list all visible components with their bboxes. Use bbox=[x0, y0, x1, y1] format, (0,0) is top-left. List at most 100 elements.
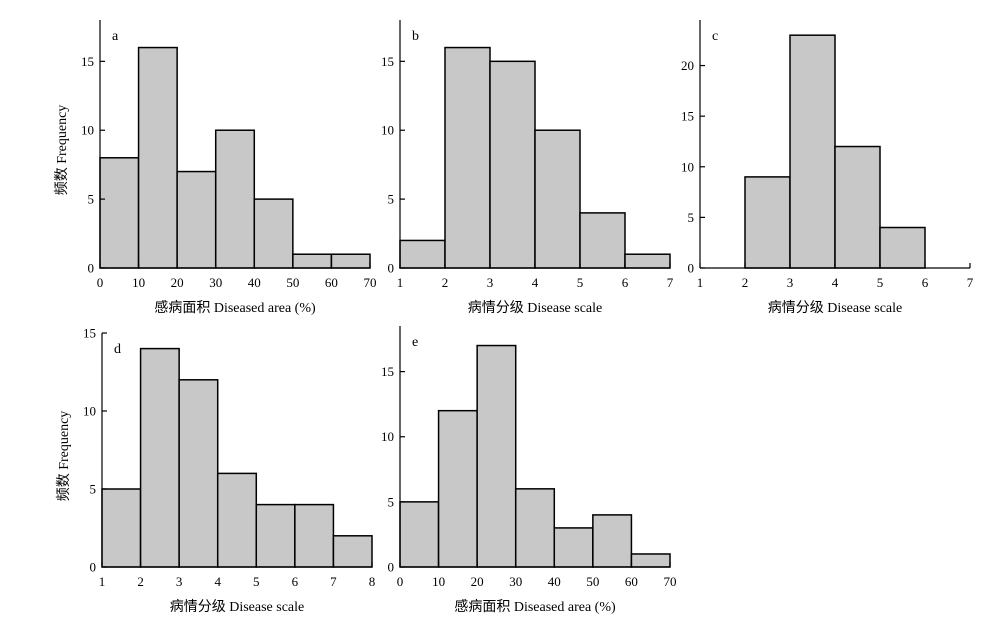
bar bbox=[253, 198, 294, 269]
y-tick-label: 0 bbox=[388, 261, 395, 276]
x-axis-title: 感病面积 Diseased area (%) bbox=[454, 598, 616, 615]
bar bbox=[444, 46, 491, 269]
x-tick-label: 50 bbox=[586, 574, 599, 589]
y-tick-label: 5 bbox=[688, 210, 695, 225]
x-tick-label: 7 bbox=[967, 275, 974, 290]
y-tick-label: 10 bbox=[681, 159, 694, 174]
x-tick-label: 4 bbox=[832, 275, 839, 290]
bar bbox=[399, 501, 440, 568]
y-tick-label: 5 bbox=[388, 192, 395, 207]
bar bbox=[534, 129, 581, 269]
x-tick-label: 50 bbox=[286, 275, 299, 290]
panel-c: 1 2 3 4 5 6 7 0 5 10 15 20 c 病情分级 Disease scale bbox=[681, 20, 974, 316]
x-tick-label: 5 bbox=[877, 275, 884, 290]
y-tick-label: 10 bbox=[83, 404, 96, 419]
x-tick-label: 10 bbox=[432, 574, 445, 589]
x-tick-label: 3 bbox=[787, 275, 794, 290]
bar bbox=[579, 212, 626, 269]
y-tick-label: 0 bbox=[688, 261, 695, 276]
y-tick-label: 15 bbox=[681, 109, 694, 124]
y-axis-title: 频数 Frequency bbox=[56, 411, 72, 502]
x-tick-label: 70 bbox=[664, 574, 677, 589]
x-tick-label: 5 bbox=[577, 275, 584, 290]
y-tick-label: 15 bbox=[83, 326, 96, 341]
y-tick-label: 5 bbox=[88, 192, 95, 207]
x-tick-label: 4 bbox=[214, 574, 221, 589]
x-tick-label: 0 bbox=[397, 574, 404, 589]
bar bbox=[630, 553, 671, 568]
x-tick-label: 5 bbox=[253, 574, 260, 589]
y-tick-label: 0 bbox=[88, 261, 95, 276]
x-tick-label: 1 bbox=[99, 574, 106, 589]
x-tick-label: 40 bbox=[248, 275, 261, 290]
x-tick-label: 3 bbox=[176, 574, 183, 589]
bar bbox=[292, 253, 333, 269]
bar bbox=[624, 253, 671, 269]
bar bbox=[592, 514, 633, 568]
y-tick-label: 0 bbox=[388, 560, 395, 575]
y-tick-label: 15 bbox=[381, 364, 394, 379]
x-tick-label: 1 bbox=[397, 275, 404, 290]
bar bbox=[176, 170, 217, 269]
x-tick-label: 6 bbox=[292, 574, 299, 589]
x-tick-label: 70 bbox=[364, 275, 377, 290]
x-axis-title: 病情分级 Disease scale bbox=[170, 599, 305, 615]
x-tick-label: 10 bbox=[132, 275, 145, 290]
x-tick-label: 20 bbox=[471, 574, 484, 589]
bar bbox=[214, 129, 256, 269]
x-tick-label: 7 bbox=[667, 275, 674, 290]
panel-letter: e bbox=[412, 335, 418, 350]
x-tick-label: 60 bbox=[325, 275, 338, 290]
bar bbox=[294, 503, 335, 568]
panel-letter: a bbox=[112, 29, 119, 44]
bar bbox=[137, 46, 178, 269]
x-tick-label: 6 bbox=[622, 275, 629, 290]
bar bbox=[399, 239, 446, 269]
y-tick-label: 5 bbox=[90, 482, 97, 497]
panel-letter: b bbox=[412, 29, 419, 44]
bar bbox=[255, 503, 296, 568]
y-tick-label: 15 bbox=[81, 54, 94, 69]
y-tick-label: 15 bbox=[381, 54, 394, 69]
x-tick-label: 4 bbox=[532, 275, 539, 290]
bar bbox=[514, 488, 556, 568]
bar bbox=[553, 527, 594, 568]
x-tick-label: 30 bbox=[509, 574, 522, 589]
bar bbox=[744, 176, 791, 269]
panel-d: 1 2 3 4 5 6 7 8 0 5 10 15 d 病情分级 Disease scale 频数 Freq… bbox=[56, 326, 375, 616]
panel-letter: c bbox=[712, 29, 718, 44]
bar bbox=[330, 253, 371, 269]
bar bbox=[178, 379, 219, 568]
y-tick-label: 5 bbox=[388, 494, 395, 509]
x-tick-label: 20 bbox=[171, 275, 184, 290]
x-tick-label: 40 bbox=[548, 574, 561, 589]
bar bbox=[437, 409, 478, 568]
x-tick-label: 2 bbox=[742, 275, 749, 290]
bar bbox=[789, 34, 836, 269]
x-tick-label: 0 bbox=[97, 275, 104, 290]
y-tick-label: 20 bbox=[681, 58, 694, 73]
panel-e: 0 10 20 30 40 50 60 70 0 5 10 15 e 感病面积 Diseased area… bbox=[381, 326, 677, 615]
panel-a: 0 10 20 30 40 50 60 70 0 5 10 15 a 感病面积 Diseased area… bbox=[54, 20, 377, 316]
x-tick-label: 7 bbox=[330, 574, 337, 589]
bar bbox=[879, 226, 926, 269]
bar bbox=[99, 157, 140, 269]
x-tick-label: 30 bbox=[209, 275, 222, 290]
y-tick-label: 0 bbox=[90, 560, 97, 575]
bar bbox=[139, 347, 180, 568]
bar bbox=[332, 535, 373, 568]
panel-b: 1 2 3 4 5 6 7 0 5 10 15 b 病情分级 Disease scale bbox=[381, 20, 674, 316]
x-tick-label: 8 bbox=[369, 574, 376, 589]
bar bbox=[216, 472, 258, 568]
x-tick-label: 1 bbox=[697, 275, 704, 290]
x-tick-label: 60 bbox=[625, 574, 638, 589]
y-axis-title: 频数 Frequency bbox=[54, 105, 70, 196]
x-tick-label: 2 bbox=[137, 574, 144, 589]
x-tick-label: 6 bbox=[922, 275, 929, 290]
bar bbox=[489, 60, 536, 269]
x-axis-title: 感病面积 Diseased area (%) bbox=[154, 299, 316, 316]
x-axis-title: 病情分级 Disease scale bbox=[468, 300, 603, 316]
x-tick-label: 2 bbox=[442, 275, 449, 290]
panel-letter: d bbox=[114, 342, 121, 357]
